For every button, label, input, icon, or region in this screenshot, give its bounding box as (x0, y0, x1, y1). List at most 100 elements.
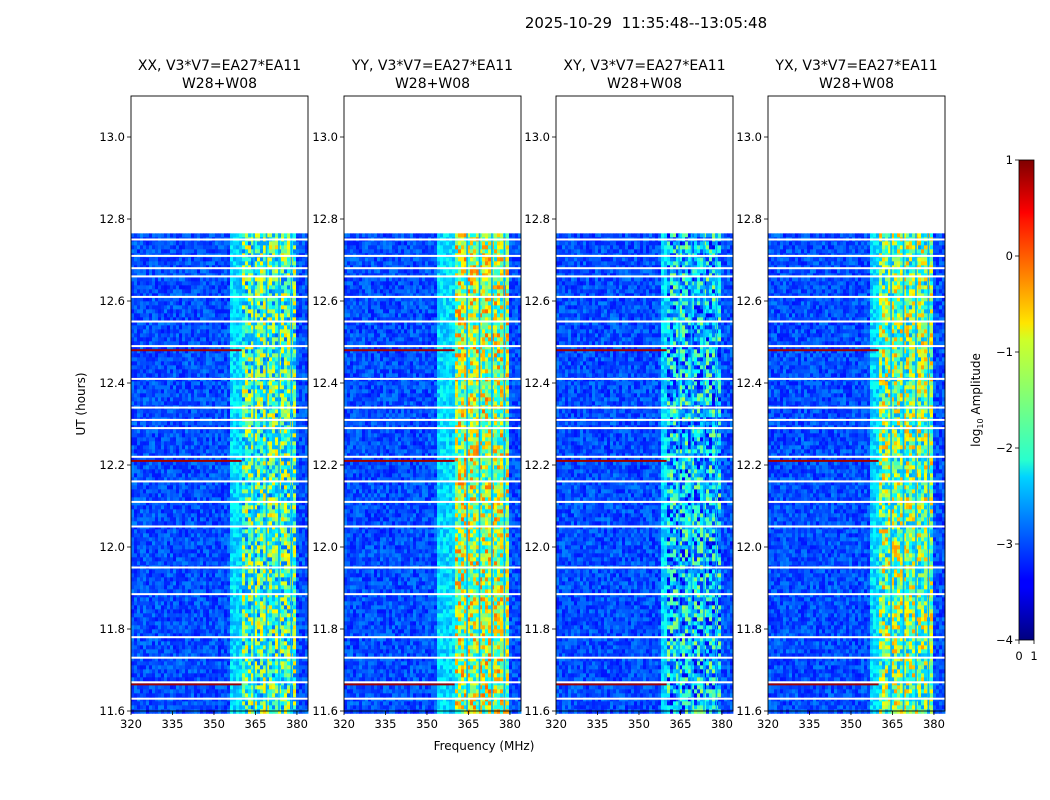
heatmap-cell (155, 281, 158, 285)
heatmap-cell (212, 333, 215, 337)
heatmap-cell (170, 277, 173, 281)
heatmap-cell (152, 281, 155, 285)
heatmap-cell (233, 249, 236, 253)
heatmap-cell (281, 341, 284, 345)
heatmap-cell (203, 261, 206, 265)
heatmap-cell (245, 257, 248, 261)
heatmap-cell (194, 313, 197, 317)
heatmap-cell (170, 289, 173, 293)
heatmap-cell (158, 241, 161, 245)
heatmap-cell (257, 325, 260, 329)
heatmap-cell (173, 249, 176, 253)
heatmap-cell (140, 241, 143, 245)
heatmap-cell (206, 257, 209, 261)
heatmap-cell (164, 325, 167, 329)
heatmap-cell (182, 281, 185, 285)
heatmap-cell (137, 329, 140, 333)
heatmap-cell (143, 337, 146, 341)
heatmap-cell (209, 305, 212, 309)
heatmap-cell (176, 325, 179, 329)
heatmap-cell (227, 325, 230, 329)
heatmap-cell (272, 249, 275, 253)
heatmap-cell (242, 301, 245, 305)
heatmap-cell (287, 261, 290, 265)
heatmap-cell (143, 281, 146, 285)
heatmap-cell (137, 297, 140, 301)
heatmap-cell (158, 249, 161, 253)
heatmap-cell (158, 297, 161, 301)
heatmap-cell (212, 233, 215, 237)
heatmap-cell (281, 297, 284, 301)
heatmap-cell (269, 281, 272, 285)
heatmap-cell (299, 309, 302, 313)
heatmap-cell (134, 281, 137, 285)
heatmap-cell (134, 289, 137, 293)
heatmap-cell (275, 261, 278, 265)
heatmap-cell (269, 241, 272, 245)
heatmap-cell (203, 277, 206, 281)
heatmap-cell (299, 257, 302, 261)
heatmap-cell (248, 313, 251, 317)
heatmap-cell (221, 233, 224, 237)
heatmap-cell (140, 249, 143, 253)
heatmap-cell (185, 301, 188, 305)
heatmap-cell (257, 313, 260, 317)
heatmap-cell (206, 333, 209, 337)
heatmap-cell (275, 325, 278, 329)
heatmap-cell (269, 309, 272, 313)
heatmap-cell (191, 269, 194, 273)
heatmap-cell (299, 301, 302, 305)
heatmap-cell (293, 313, 296, 317)
heatmap-cell (224, 233, 227, 237)
heatmap-cell (269, 313, 272, 317)
heatmap-cell (242, 269, 245, 273)
heatmap-cell (161, 297, 164, 301)
heatmap-cell (185, 233, 188, 237)
heatmap-cell (155, 233, 158, 237)
heatmap-cell (221, 301, 224, 305)
heatmap-cell (233, 309, 236, 313)
heatmap-cell (230, 301, 233, 305)
heatmap-cell (221, 297, 224, 301)
heatmap-cell (224, 257, 227, 261)
heatmap-cell (239, 277, 242, 281)
heatmap-cell (245, 341, 248, 345)
heatmap-cell (194, 241, 197, 245)
heatmap-cell (281, 313, 284, 317)
heatmap-cell (296, 233, 299, 237)
heatmap-cell (143, 305, 146, 309)
heatmap-cell (182, 289, 185, 293)
heatmap-cell (269, 289, 272, 293)
heatmap-cell (233, 301, 236, 305)
heatmap-cell (296, 269, 299, 273)
heatmap-cell (170, 297, 173, 301)
heatmap-cell (281, 333, 284, 337)
heatmap-cell (209, 261, 212, 265)
heatmap-cell (212, 325, 215, 329)
heatmap-cell (203, 301, 206, 305)
heatmap-cell (275, 305, 278, 309)
heatmap-cell (275, 341, 278, 345)
heatmap-cell (158, 281, 161, 285)
heatmap-cell (158, 277, 161, 281)
heatmap-cell (248, 305, 251, 309)
heatmap-cell (164, 233, 167, 237)
heatmap-cell (236, 261, 239, 265)
heatmap-cell (179, 277, 182, 281)
heatmap-cell (176, 249, 179, 253)
heatmap-cell (281, 257, 284, 261)
heatmap-cell (137, 285, 140, 289)
heatmap-cell (179, 309, 182, 313)
heatmap-cell (302, 281, 305, 285)
heatmap-cell (293, 257, 296, 261)
heatmap-cell (191, 325, 194, 329)
heatmap-cell (194, 301, 197, 305)
heatmap-cell (179, 281, 182, 285)
heatmap-cell (227, 249, 230, 253)
heatmap-cell (182, 325, 185, 329)
heatmap-cell (260, 241, 263, 245)
heatmap-cell (299, 325, 302, 329)
heatmap-cell (218, 245, 221, 249)
heatmap-cell (143, 241, 146, 245)
heatmap-cell (302, 305, 305, 309)
